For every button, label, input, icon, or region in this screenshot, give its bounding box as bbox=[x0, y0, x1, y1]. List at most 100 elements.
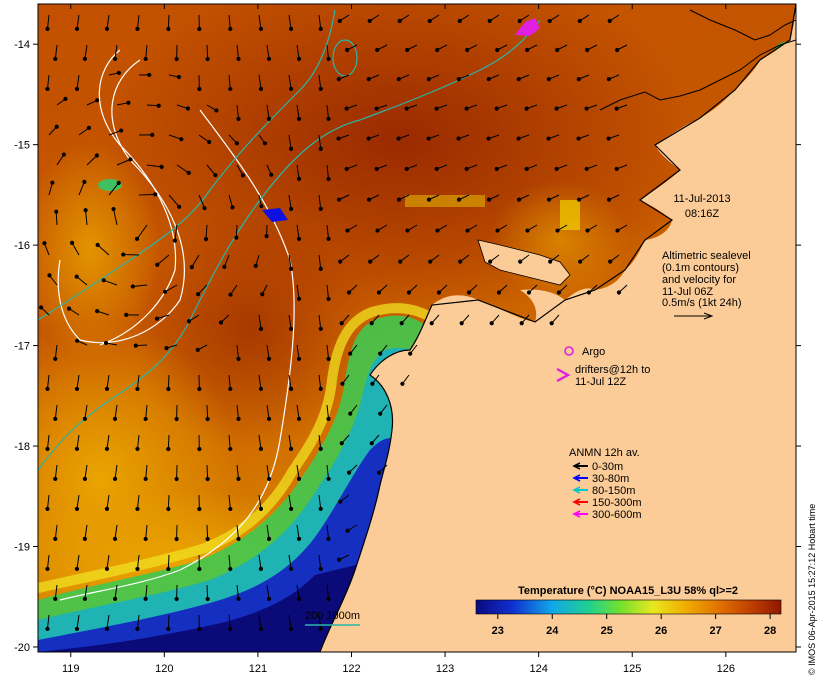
velocity-arrowhead bbox=[339, 321, 344, 326]
velocity-arrowhead bbox=[74, 446, 80, 451]
velocity-arrow bbox=[46, 554, 50, 569]
altimetry-legend: Altimetric sealevel (0.1m contours) and … bbox=[662, 250, 751, 320]
velocity-arrowhead bbox=[42, 241, 47, 246]
velocity-arrowhead bbox=[116, 70, 121, 75]
anmn-legend-arrowhead bbox=[572, 462, 581, 470]
velocity-arrow bbox=[258, 614, 262, 629]
velocity-arrowhead bbox=[336, 136, 341, 141]
velocity-arrowhead bbox=[494, 166, 499, 172]
sealevel-contour bbox=[59, 109, 295, 601]
velocity-arrow bbox=[266, 464, 270, 479]
velocity-arrow bbox=[258, 494, 262, 509]
velocity-arrow bbox=[258, 14, 262, 29]
velocity-arrowhead bbox=[104, 566, 110, 571]
velocity-arrowhead bbox=[366, 197, 372, 202]
velocity-arrowhead bbox=[82, 596, 88, 601]
velocity-arrowhead bbox=[195, 292, 201, 297]
velocity-arrowhead bbox=[608, 259, 613, 264]
velocity-arrowhead bbox=[236, 476, 241, 482]
velocity-arrowhead bbox=[116, 180, 121, 186]
velocity-arrow bbox=[54, 344, 58, 359]
velocity-arrowhead bbox=[112, 56, 118, 61]
lon-tick-label: 120 bbox=[155, 663, 173, 675]
velocity-arrowhead bbox=[121, 252, 126, 257]
sealevel-contours bbox=[57, 49, 295, 601]
colorbar-ticks: 23 24 25 26 27 28 bbox=[492, 614, 776, 637]
velocity-arrowhead bbox=[288, 86, 294, 91]
drifters-line1: drifters@12h to bbox=[575, 364, 650, 376]
anmn-legend: ANMN 12h av. 0-30m30-80m80-150m150-300m3… bbox=[569, 447, 642, 521]
velocity-arrowhead bbox=[126, 100, 131, 105]
velocity-arrowhead bbox=[166, 446, 171, 452]
velocity-arrowhead bbox=[266, 536, 272, 541]
velocity-arrowhead bbox=[405, 47, 410, 53]
velocity-arrowhead bbox=[179, 137, 184, 142]
velocity-arrowhead bbox=[576, 77, 581, 82]
drifter-track bbox=[515, 18, 540, 36]
velocity-arrowhead bbox=[45, 86, 50, 92]
velocity-arrow bbox=[326, 524, 330, 539]
gulf-coastline bbox=[432, 295, 535, 385]
velocity-arrow bbox=[76, 494, 80, 509]
coastline bbox=[689, 9, 796, 41]
velocity-arrow bbox=[318, 74, 322, 89]
velocity-arrowhead bbox=[104, 446, 110, 451]
velocity-arrowhead bbox=[378, 411, 383, 416]
credit-strip: © IMOS 06-Apr-2015 15:27:12 Hobart time bbox=[807, 504, 817, 675]
velocity-arrow bbox=[84, 464, 88, 479]
velocity-arrow bbox=[288, 314, 292, 329]
velocity-arrowhead bbox=[258, 446, 264, 451]
velocity-arrowhead bbox=[366, 136, 371, 141]
velocity-arrow bbox=[168, 194, 180, 208]
lon-tick-label: 126 bbox=[717, 663, 735, 675]
velocity-arrowhead bbox=[45, 566, 50, 572]
velocity-arrow bbox=[108, 130, 122, 136]
velocity-arrow bbox=[76, 374, 80, 389]
velocity-arrowhead bbox=[228, 26, 233, 32]
argo-icon bbox=[564, 346, 574, 356]
velocity-arrowhead bbox=[296, 296, 302, 301]
lon-tick-label: 125 bbox=[623, 663, 641, 675]
velocity-arrowhead bbox=[346, 290, 352, 295]
velocity-arrowhead bbox=[326, 596, 331, 602]
velocity-arrowhead bbox=[338, 259, 343, 264]
velocity-arrowhead bbox=[228, 626, 233, 632]
velocity-arrowhead bbox=[228, 386, 233, 392]
velocity-arrowhead bbox=[174, 536, 179, 542]
velocity-arrowhead bbox=[555, 228, 560, 233]
velocity-arrow bbox=[84, 44, 88, 59]
colorbar-gradient bbox=[475, 599, 782, 615]
velocity-arrow bbox=[288, 74, 292, 89]
velocity-arrow bbox=[136, 614, 140, 629]
velocity-arrow bbox=[206, 164, 216, 176]
velocity-arrowhead bbox=[176, 74, 182, 80]
velocity-arrowhead bbox=[153, 192, 158, 197]
velocity-arrowhead bbox=[577, 18, 582, 24]
velocity-arrowhead bbox=[214, 108, 219, 113]
velocity-arrowhead bbox=[50, 180, 55, 185]
argo-drifter-legend: Argo drifters@12h to 11-Jul 12Z bbox=[556, 346, 650, 388]
velocity-arrowhead bbox=[405, 228, 410, 233]
velocity-arrowhead bbox=[133, 343, 138, 348]
velocity-arrowhead bbox=[519, 321, 524, 326]
velocity-arrowhead bbox=[326, 176, 331, 182]
velocity-arrowhead bbox=[318, 566, 323, 571]
velocity-arrowhead bbox=[258, 506, 264, 511]
velocity-arrowhead bbox=[578, 259, 583, 264]
cool-water-region bbox=[38, 140, 160, 360]
velocity-arrowhead bbox=[524, 166, 529, 172]
velocity-arrowhead bbox=[45, 386, 50, 392]
velocity-arrowhead bbox=[296, 536, 302, 541]
mooring-marker bbox=[262, 208, 288, 222]
velocity-arrow bbox=[288, 434, 292, 449]
velocity-arrowhead bbox=[607, 18, 612, 24]
velocity-arrowhead bbox=[435, 228, 440, 233]
velocity-arrowhead bbox=[459, 321, 464, 326]
velocity-arrowhead bbox=[374, 166, 379, 172]
velocity-arrow bbox=[205, 224, 208, 240]
velocity-arrow bbox=[266, 524, 270, 539]
velocity-arrowhead bbox=[228, 292, 233, 297]
velocity-arrowhead bbox=[197, 86, 202, 92]
velocity-arrowhead bbox=[366, 77, 371, 82]
